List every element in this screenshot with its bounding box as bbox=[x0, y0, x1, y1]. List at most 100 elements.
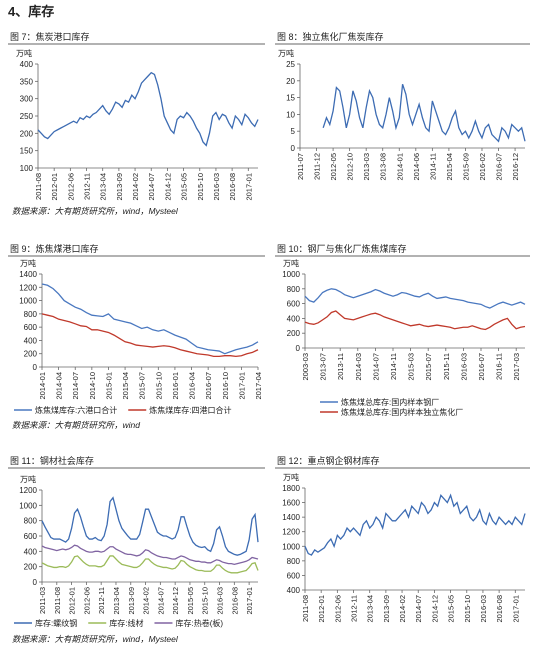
y-tick-label: 1200 bbox=[19, 283, 37, 292]
x-tick-label: 2011-07 bbox=[296, 153, 305, 180]
x-tick-label: 2015-04 bbox=[445, 153, 454, 181]
chart-title: 图 9：炼焦煤港口库存 bbox=[10, 243, 99, 254]
x-tick-label: 2015-10 bbox=[154, 372, 163, 400]
x-tick-label: 2012-11 bbox=[97, 587, 106, 614]
y-tick-label: 1200 bbox=[282, 528, 300, 537]
y-unit-label: 万吨 bbox=[20, 474, 36, 484]
chart-title: 图 10：钢厂与焦化厂炼焦煤库存 bbox=[277, 243, 407, 254]
x-tick-label: 2014-04 bbox=[55, 372, 64, 400]
y-tick-label: 250 bbox=[20, 112, 34, 121]
x-tick-label: 2016-11 bbox=[495, 353, 504, 380]
series-line bbox=[322, 83, 526, 143]
x-tick-label: 2015-03 bbox=[407, 353, 416, 381]
x-tick-label: 2012-10 bbox=[346, 153, 355, 181]
x-tick-label: 2014-07 bbox=[71, 372, 80, 400]
source-note: 数据来源：大有期货研究所，wind bbox=[12, 420, 140, 430]
x-tick-label: 2015-11 bbox=[442, 353, 451, 380]
x-tick-label: 2013-11 bbox=[336, 353, 345, 380]
y-tick-label: 200 bbox=[20, 129, 34, 138]
x-tick-label: 2013-03 bbox=[362, 153, 371, 181]
x-tick-label: 2014-07 bbox=[147, 173, 156, 201]
y-unit-label: 万吨 bbox=[278, 48, 294, 58]
x-tick-label: 2015-05 bbox=[447, 595, 456, 623]
x-tick-label: 2016-12 bbox=[511, 153, 520, 181]
y-tick-label: 300 bbox=[20, 95, 34, 104]
x-tick-label: 2016-07 bbox=[477, 353, 486, 381]
series-line bbox=[304, 288, 526, 309]
y-tick-label: 100 bbox=[20, 164, 34, 173]
x-tick-label: 2016-03 bbox=[459, 353, 468, 381]
x-tick-label: 2017-03 bbox=[512, 353, 521, 381]
chart-title: 图 12：重点钢企钢材库存 bbox=[277, 455, 380, 466]
x-tick-label: 2016-08 bbox=[230, 587, 239, 615]
x-tick-label: 2013-08 bbox=[379, 153, 388, 181]
x-tick-label: 2012-11 bbox=[83, 173, 92, 200]
y-tick-label: 15 bbox=[286, 94, 295, 103]
x-tick-label: 2012-01 bbox=[317, 595, 326, 623]
x-tick-label: 2014-12 bbox=[163, 173, 172, 201]
y-unit-label: 万吨 bbox=[16, 48, 32, 58]
x-tick-label: 2016-08 bbox=[495, 595, 504, 623]
x-tick-label: 2014-12 bbox=[171, 587, 180, 615]
x-tick-label: 2011-08 bbox=[301, 595, 310, 622]
series-line bbox=[41, 283, 259, 355]
x-tick-label: 2017-04 bbox=[254, 372, 263, 400]
y-unit-label: 万吨 bbox=[283, 258, 299, 268]
x-tick-label: 2016-07 bbox=[204, 372, 213, 400]
x-tick-label: 2013-04 bbox=[99, 173, 108, 201]
y-tick-label: 400 bbox=[24, 547, 38, 556]
x-tick-label: 2012-05 bbox=[329, 153, 338, 181]
x-tick-label: 2014-07 bbox=[371, 353, 380, 381]
y-tick-label: 1600 bbox=[282, 499, 300, 508]
x-tick-label: 2015-04 bbox=[121, 372, 130, 400]
y-tick-label: 600 bbox=[287, 571, 301, 580]
x-tick-label: 2016-08 bbox=[228, 173, 237, 201]
x-tick-label: 2015-07 bbox=[138, 372, 147, 400]
x-tick-label: 2012-06 bbox=[66, 173, 75, 201]
series-line bbox=[37, 71, 259, 147]
y-tick-label: 800 bbox=[24, 517, 38, 526]
legend-label: 库存:热卷(板) bbox=[175, 618, 223, 628]
x-tick-label: 2012-01 bbox=[50, 173, 59, 201]
x-tick-label: 2014-03 bbox=[354, 353, 363, 381]
x-tick-label: 2014-07 bbox=[156, 587, 165, 615]
x-tick-label: 2012-06 bbox=[82, 587, 91, 615]
x-tick-label: 2015-09 bbox=[461, 153, 470, 181]
x-tick-label: 2015-05 bbox=[180, 173, 189, 201]
x-tick-label: 2016-04 bbox=[188, 372, 197, 400]
legend-label: 炼焦煤库存:六港口合计 bbox=[35, 405, 117, 415]
y-tick-label: 0 bbox=[33, 578, 38, 587]
x-tick-label: 2017-01 bbox=[237, 372, 246, 400]
x-tick-label: 2011-03 bbox=[38, 587, 47, 614]
y-tick-label: 600 bbox=[24, 323, 38, 332]
x-tick-label: 2017-01 bbox=[244, 173, 253, 201]
y-tick-label: 200 bbox=[287, 329, 301, 338]
x-tick-label: 2015-10 bbox=[463, 595, 472, 623]
y-tick-label: 1000 bbox=[282, 542, 300, 551]
y-tick-label: 800 bbox=[24, 310, 38, 319]
x-tick-label: 2016-01 bbox=[171, 372, 180, 400]
legend-label: 库存:线材 bbox=[109, 618, 143, 628]
x-tick-label: 2016-03 bbox=[479, 595, 488, 623]
chart-title: 图 7：焦炭港口库存 bbox=[10, 31, 90, 42]
x-tick-label: 2014-11 bbox=[428, 153, 437, 180]
x-tick-label: 2014-02 bbox=[142, 587, 151, 615]
x-tick-label: 2011-08 bbox=[34, 173, 43, 200]
source-note: 数据来源：大有期货研究所，wind，Mysteel bbox=[12, 206, 179, 216]
x-tick-label: 2013-07 bbox=[319, 353, 328, 381]
chart-title: 图 8：独立焦化厂焦炭库存 bbox=[277, 31, 384, 42]
x-tick-label: 2017-01 bbox=[245, 587, 254, 615]
x-tick-label: 2014-01 bbox=[395, 153, 404, 181]
y-tick-label: 1000 bbox=[19, 297, 37, 306]
y-tick-label: 800 bbox=[287, 285, 301, 294]
y-tick-label: 1200 bbox=[19, 486, 37, 495]
x-tick-label: 2013-09 bbox=[115, 173, 124, 201]
x-tick-label: 2013-09 bbox=[127, 587, 136, 615]
y-tick-label: 800 bbox=[287, 557, 301, 566]
x-tick-label: 2012-06 bbox=[333, 595, 342, 623]
y-tick-label: 1000 bbox=[282, 270, 300, 279]
x-tick-label: 2014-02 bbox=[398, 595, 407, 623]
x-tick-label: 2013-09 bbox=[382, 595, 391, 623]
x-tick-label: 2014-11 bbox=[389, 353, 398, 380]
